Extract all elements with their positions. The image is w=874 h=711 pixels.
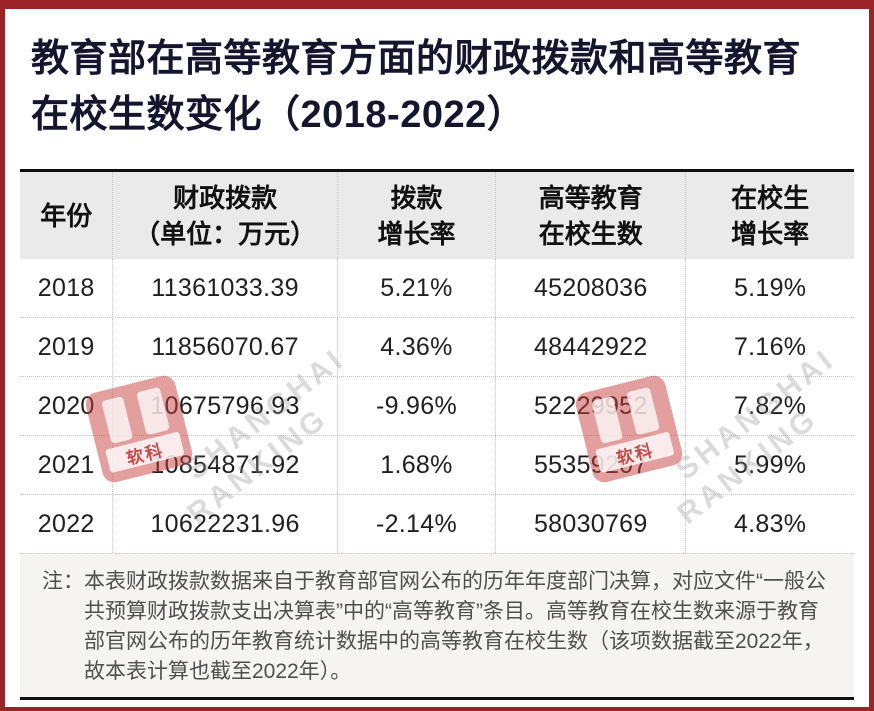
- column-header-year: 年份: [20, 172, 114, 259]
- cell-students: 52229952: [496, 377, 687, 435]
- table-row: 2022 10622231.96 -2.14% 58030769 4.83%: [20, 495, 854, 554]
- footnote-text: 本表财政拨款数据来自于教育部官网公布的历年年度部门决算，对应文件“一般公共预算财…: [84, 570, 826, 683]
- column-header-label: 拨款: [390, 182, 443, 213]
- cell-students-growth: 5.19%: [733, 273, 807, 302]
- cell-students: 58030769: [496, 495, 687, 553]
- cell-allocation-growth: -2.14%: [338, 495, 497, 553]
- column-header-allocation: 财政拨款 （单位：万元）: [113, 172, 338, 259]
- table-row: 2021 10854871.92 1.68% 55359207 5.99%: [20, 436, 854, 495]
- cell-allocation: 10675796.93: [113, 377, 338, 435]
- cell-year: 2019: [20, 318, 114, 376]
- cell-allocation: 10854871.92: [113, 436, 338, 494]
- footnote: 注： 本表财政拨款数据来自于教育部官网公布的历年年度部门决算，对应文件“一般公共…: [20, 554, 854, 700]
- cell-students: 48442922: [496, 318, 687, 376]
- cell-year: 2022: [20, 495, 114, 553]
- cell-allocation-growth: 1.68%: [338, 436, 497, 494]
- cell-allocation-growth: 5.21%: [338, 259, 497, 317]
- cell-allocation: 11856070.67: [113, 318, 338, 376]
- cell-allocation-growth: -9.96%: [338, 377, 497, 435]
- cell-students: 45208036: [496, 259, 687, 317]
- column-header-sublabel: 增长率: [731, 218, 810, 249]
- cell-year: 2021: [20, 436, 114, 494]
- funding-table: 年份 财政拨款 （单位：万元） 拨款 增长率 高等教育 在校生数 在校生 增长率…: [20, 169, 854, 700]
- table-header-row: 年份 财政拨款 （单位：万元） 拨款 增长率 高等教育 在校生数 在校生 增长率: [20, 169, 854, 259]
- cell-students-growth: 4.83%: [733, 509, 807, 538]
- cell-students-growth: 5.99%: [733, 450, 807, 479]
- cell-students-growth: 7.82%: [733, 391, 807, 420]
- page-title: 教育部在高等教育方面的财政拨款和高等教育在校生数变化（2018-2022）: [31, 38, 802, 136]
- column-header-label: 高等教育: [538, 182, 643, 213]
- table-row: 2018 11361033.39 5.21% 45208036 5.19%: [20, 259, 854, 318]
- table-row: 2019 11856070.67 4.36% 48442922 7.16%: [20, 318, 854, 377]
- cell-year: 2018: [20, 259, 114, 317]
- cell-students: 55359207: [496, 436, 687, 494]
- cell-students-growth: 7.16%: [733, 332, 807, 361]
- column-header-sublabel: 增长率: [377, 218, 456, 249]
- title-block: 教育部在高等教育方面的财政拨款和高等教育在校生数变化（2018-2022）: [5, 9, 869, 143]
- cell-year: 2020: [20, 377, 114, 435]
- table-row: 2020 10675796.93 -9.96% 52229952 7.82%: [20, 377, 854, 436]
- column-header-allocation-growth: 拨款 增长率: [338, 172, 497, 259]
- column-header-students: 高等教育 在校生数: [496, 172, 687, 259]
- column-header-sublabel: 在校生数: [538, 218, 643, 249]
- column-header-sublabel: （单位：万元）: [134, 218, 317, 249]
- cell-allocation-growth: 4.36%: [338, 318, 497, 376]
- column-header-label: 在校生: [731, 182, 810, 213]
- cell-allocation: 10622231.96: [113, 495, 338, 553]
- column-header-label: 年份: [40, 200, 93, 231]
- footnote-prefix: 注：: [42, 570, 84, 593]
- column-header-students-growth: 在校生 增长率: [686, 172, 854, 259]
- cell-allocation: 11361033.39: [113, 259, 338, 317]
- column-header-label: 财政拨款: [173, 182, 278, 213]
